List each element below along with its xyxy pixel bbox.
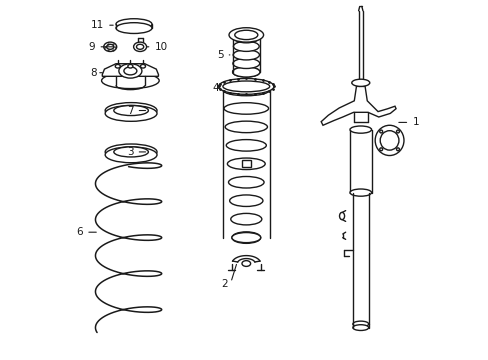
- Ellipse shape: [242, 261, 250, 266]
- Ellipse shape: [105, 105, 157, 121]
- Ellipse shape: [233, 41, 259, 51]
- Ellipse shape: [228, 28, 263, 42]
- Ellipse shape: [232, 67, 260, 77]
- Text: 4: 4: [212, 83, 219, 93]
- FancyBboxPatch shape: [241, 160, 250, 167]
- Ellipse shape: [116, 23, 152, 33]
- Ellipse shape: [224, 121, 267, 133]
- Ellipse shape: [105, 147, 157, 163]
- Ellipse shape: [123, 67, 137, 75]
- Ellipse shape: [105, 144, 157, 160]
- Ellipse shape: [233, 50, 259, 60]
- Ellipse shape: [352, 325, 368, 330]
- Ellipse shape: [227, 158, 264, 170]
- Ellipse shape: [231, 233, 260, 243]
- Ellipse shape: [229, 195, 263, 207]
- Ellipse shape: [133, 42, 146, 51]
- Ellipse shape: [232, 58, 259, 68]
- Ellipse shape: [352, 321, 368, 327]
- Ellipse shape: [349, 126, 371, 133]
- Ellipse shape: [114, 147, 148, 157]
- Text: 11: 11: [91, 20, 104, 30]
- Polygon shape: [102, 64, 158, 76]
- Ellipse shape: [231, 232, 260, 243]
- Ellipse shape: [218, 78, 273, 94]
- Ellipse shape: [226, 140, 266, 151]
- Ellipse shape: [396, 130, 399, 133]
- Ellipse shape: [223, 81, 269, 92]
- Text: 8: 8: [90, 68, 97, 78]
- Ellipse shape: [114, 105, 148, 116]
- Ellipse shape: [136, 44, 143, 49]
- Polygon shape: [321, 86, 395, 125]
- Ellipse shape: [106, 44, 114, 49]
- Ellipse shape: [339, 212, 344, 220]
- Text: 9: 9: [89, 42, 95, 52]
- Text: 7: 7: [127, 105, 133, 116]
- Ellipse shape: [351, 79, 369, 86]
- Ellipse shape: [116, 19, 152, 30]
- Ellipse shape: [233, 33, 258, 43]
- Text: 2: 2: [221, 279, 228, 289]
- Ellipse shape: [105, 103, 157, 118]
- Ellipse shape: [396, 148, 399, 151]
- Text: 1: 1: [412, 117, 419, 127]
- Ellipse shape: [374, 125, 403, 156]
- Text: 10: 10: [154, 42, 167, 52]
- Ellipse shape: [119, 64, 142, 78]
- Ellipse shape: [232, 67, 260, 77]
- Ellipse shape: [379, 130, 382, 133]
- Text: 3: 3: [127, 147, 133, 157]
- Ellipse shape: [230, 213, 261, 225]
- Ellipse shape: [234, 30, 257, 40]
- Ellipse shape: [140, 64, 145, 68]
- Ellipse shape: [102, 73, 159, 89]
- Ellipse shape: [379, 148, 382, 151]
- Ellipse shape: [380, 131, 398, 150]
- Ellipse shape: [228, 176, 264, 188]
- Ellipse shape: [103, 42, 117, 51]
- Ellipse shape: [224, 103, 268, 114]
- Text: 6: 6: [77, 227, 83, 237]
- Ellipse shape: [349, 189, 371, 196]
- Text: 5: 5: [217, 50, 223, 60]
- Ellipse shape: [115, 64, 120, 68]
- Ellipse shape: [127, 64, 133, 68]
- Ellipse shape: [223, 84, 269, 96]
